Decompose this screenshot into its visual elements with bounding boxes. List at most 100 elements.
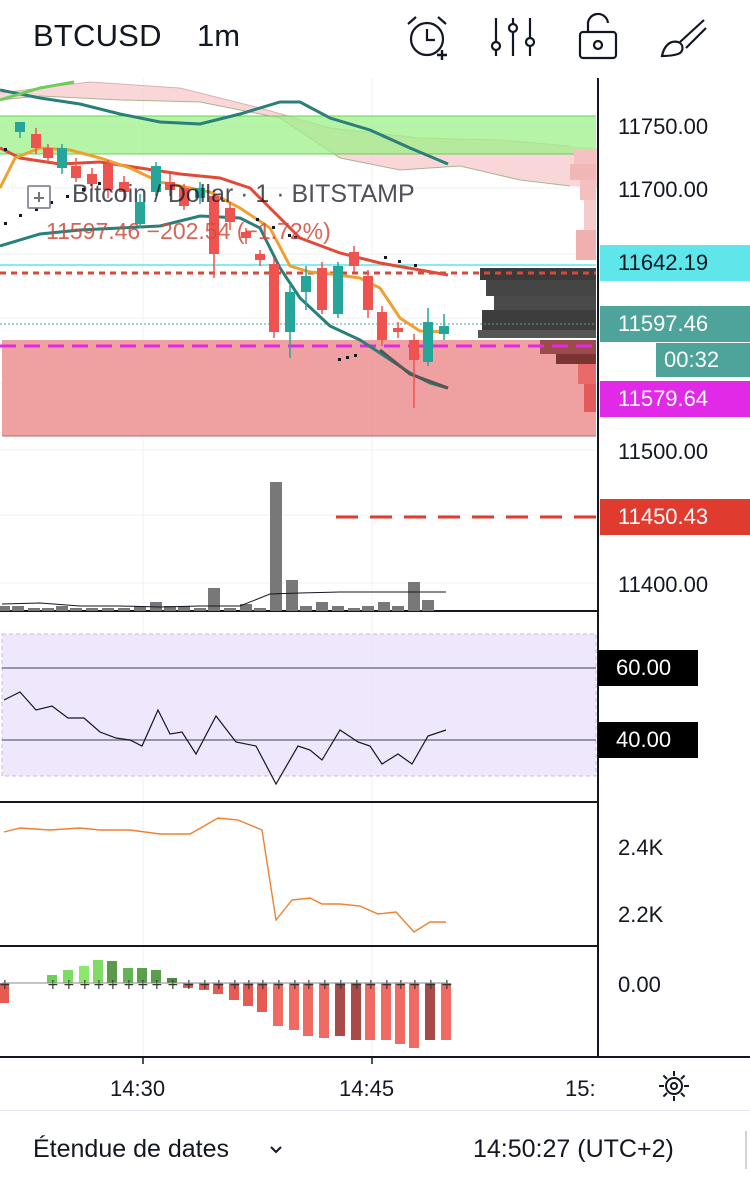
- candle-body: [439, 326, 449, 334]
- candlestick-series: [15, 122, 449, 408]
- candle-body: [363, 276, 373, 310]
- candle-body: [165, 182, 175, 190]
- histogram-bar: [425, 983, 435, 1040]
- histogram-bar: [409, 983, 419, 1048]
- histogram-bar: [441, 983, 451, 1040]
- histogram-bar: [395, 983, 405, 1044]
- top-toolbar: BTCUSD 1m: [0, 0, 750, 78]
- candle-body: [333, 266, 343, 314]
- drawing-brush-icon[interactable]: [656, 12, 710, 62]
- histogram-marker: +: [441, 977, 453, 993]
- volume-bar: [12, 606, 24, 611]
- histogram-bar: [93, 960, 103, 983]
- histogram-bar: [289, 983, 299, 1030]
- candle-body: [377, 312, 387, 340]
- histogram-marker: +: [351, 977, 363, 993]
- volume-bar: [300, 606, 312, 611]
- volume-bar: [392, 606, 404, 611]
- volume-bar: [56, 606, 68, 611]
- histogram-bar: [151, 970, 161, 983]
- volume-bar: [286, 580, 298, 611]
- volume-profile: [478, 150, 596, 412]
- volume-bar: [348, 608, 360, 611]
- histogram-marker: +: [0, 977, 11, 993]
- candle-body: [285, 292, 295, 332]
- volume-bar: [378, 602, 390, 611]
- indicators-icon[interactable]: [486, 12, 540, 62]
- histogram-marker: +: [335, 977, 347, 993]
- histogram-bar: [351, 983, 361, 1040]
- expand-legend-icon[interactable]: [27, 185, 51, 209]
- ma-red-line: [0, 146, 449, 277]
- candle-body: [103, 164, 113, 190]
- candle-body: [15, 122, 25, 132]
- cloud-area: [0, 82, 598, 188]
- volume-bar: [362, 606, 374, 611]
- volume-bar: [102, 608, 114, 611]
- histogram-marker: +: [151, 977, 163, 993]
- volume-bar: [118, 608, 130, 611]
- histogram-series: + + + + + + + + + + + + + + + + + + + + + + + + + + + +: [0, 960, 453, 1048]
- date-range-button[interactable]: Étendue de dates: [33, 1135, 229, 1163]
- candle-body: [349, 252, 359, 266]
- candle-body: [195, 188, 205, 198]
- alarm-add-icon[interactable]: [402, 12, 456, 62]
- rsi-upper-tag: 60.00: [598, 650, 698, 686]
- histogram-bar: [79, 966, 89, 983]
- histogram-bar: [229, 983, 239, 1000]
- candle-body: [409, 340, 419, 360]
- rsi-lower-tag: 40.00: [598, 722, 698, 758]
- volume-series: [0, 482, 434, 611]
- histogram-bar: [257, 983, 267, 1012]
- candle-body: [209, 196, 219, 254]
- histogram-bar: [303, 983, 313, 1036]
- chart-canvas[interactable]: + + + + + + + + + + + + + + + + + + + + + + + + + + + +: [0, 78, 750, 1110]
- interval-button[interactable]: 1m: [197, 18, 241, 53]
- cyan-level-tag: 11642.19: [600, 245, 750, 281]
- psar-dots: [4, 148, 417, 361]
- volume-bar: [70, 608, 82, 611]
- bb-upper-line: [0, 88, 449, 166]
- gear-icon[interactable]: [656, 1068, 692, 1104]
- histogram-marker: +: [289, 977, 301, 993]
- histogram-marker: +: [123, 977, 135, 993]
- divider: [745, 1131, 747, 1169]
- volume-bar: [208, 588, 220, 611]
- chevron-down-icon[interactable]: [268, 1143, 284, 1157]
- candle-body: [393, 328, 403, 332]
- magenta-level-tag: 11579.64: [600, 381, 750, 417]
- candle-body: [179, 188, 189, 206]
- time-axis-label: 14:45: [339, 1076, 395, 1101]
- histogram-bar: [273, 983, 283, 1026]
- volume-bar: [134, 606, 146, 611]
- supply-zone-box: [0, 116, 596, 154]
- candle-body: [301, 276, 311, 292]
- last-price-tag: 11597.46: [600, 306, 750, 342]
- candle-body: [269, 264, 279, 332]
- indicator-axis-label: 2.4K: [618, 835, 664, 860]
- histogram-bar: [107, 961, 117, 983]
- volume-bar: [86, 608, 98, 611]
- histogram-marker: +: [273, 977, 285, 993]
- histogram-marker: +: [63, 977, 75, 993]
- histogram-marker: +: [409, 977, 421, 993]
- price-label: 11750.00: [618, 114, 709, 139]
- histogram-bar: [0, 983, 9, 1003]
- histogram-bar: [199, 983, 209, 990]
- chart-area[interactable]: + + + + + + + + + + + + + + + + + + + + + + + + + + + + Bitcoin / D…: [0, 78, 750, 1110]
- red-level-tag: 11450.43: [600, 499, 750, 535]
- unlock-icon[interactable]: [572, 12, 626, 62]
- histogram-marker: +: [199, 977, 211, 993]
- histogram-marker: +: [395, 977, 407, 993]
- price-label: 11700.00: [618, 177, 709, 202]
- histogram-marker: +: [381, 977, 393, 993]
- histogram-marker: +: [47, 977, 59, 993]
- symbol-button[interactable]: BTCUSD: [33, 18, 162, 53]
- legend-title: Bitcoin / Dollar · 1 · BITSTAMP: [72, 180, 415, 208]
- timezone-clock[interactable]: 14:50:27 (UTC+2): [473, 1135, 674, 1163]
- histogram-marker: +: [425, 977, 437, 993]
- histogram-marker: +: [229, 977, 241, 993]
- bottom-toolbar: Étendue de dates 14:50:27 (UTC+2): [0, 1110, 750, 1189]
- volume-bar: [332, 606, 344, 611]
- time-axis-label: 14:30: [110, 1076, 166, 1101]
